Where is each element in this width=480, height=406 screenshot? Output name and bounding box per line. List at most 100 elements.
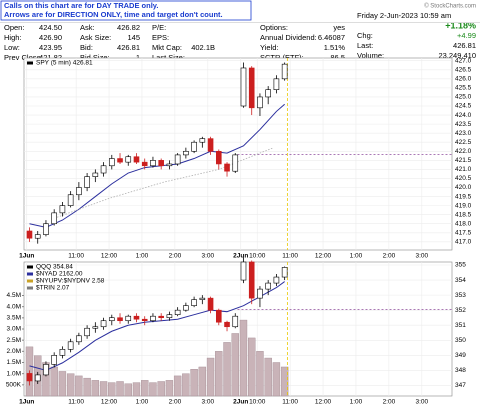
quote-value: 23,249,410 [438, 51, 476, 60]
candle-body [273, 78, 280, 90]
volume-bar [124, 383, 132, 397]
field-label: Prev Close: [4, 53, 43, 62]
y-tick-label: 349 [455, 352, 466, 359]
volume-bar [149, 382, 157, 397]
legend-entry: $TRIN 2.07 [36, 285, 70, 292]
y-tick-label: 424.0 [455, 112, 472, 119]
volume-bar [83, 377, 91, 397]
note-line: Arrows are for DIRECTION ONLY, time and … [4, 10, 223, 19]
legend-entry: $NYAD 2162.00 [36, 271, 83, 278]
y2-tick-label: 4.5M [7, 292, 21, 299]
field-value: 145 [127, 33, 140, 42]
field-label: EPS: [152, 33, 169, 42]
y-tick-label: 421.5 [455, 157, 472, 164]
field-value: 426.90 [39, 33, 62, 42]
copyright: © StockCharts.com [424, 3, 476, 10]
x-tick-label: 1Jun [19, 253, 34, 260]
x-tick-label: 3:00 [201, 253, 214, 260]
quote-label: Chg: [357, 31, 373, 40]
y2-tick-label: 3.5M [7, 315, 21, 322]
candle-body [199, 138, 206, 143]
candle-body [174, 154, 181, 165]
candle-body [183, 150, 189, 156]
volume-bar [91, 380, 100, 397]
field-label: SCTR (ETF): [260, 53, 304, 62]
x-tick-label: 12:00 [101, 399, 118, 406]
candle-body [117, 158, 123, 163]
volume-bar [75, 375, 83, 397]
candle-body [265, 282, 271, 290]
field-value: yes [333, 23, 345, 32]
y2-tick-label: 2.5M [7, 337, 21, 344]
field-label: Open: [4, 23, 24, 32]
candle-body [43, 364, 49, 376]
field-label: Mkt Cap: [152, 43, 182, 52]
y2-tick-label: 1.0M [7, 370, 21, 377]
y-tick-label: 423.5 [455, 121, 472, 128]
candle-body [141, 318, 148, 322]
candle-body [240, 261, 247, 281]
candle-body [158, 315, 164, 319]
candle-body [125, 315, 132, 322]
field-value: 421.82 [39, 53, 62, 62]
candle-body [108, 317, 115, 322]
volume-bar [231, 333, 239, 397]
field-label: Bid: [80, 43, 93, 52]
candle-body [224, 163, 230, 172]
candle-body [26, 230, 33, 239]
x-tick-label: 2:00 [169, 399, 182, 406]
volume-bar [215, 351, 223, 397]
volume-bar [165, 380, 174, 397]
candle-body [174, 309, 181, 315]
separator [0, 22, 480, 23]
y-tick-label: 422.0 [455, 148, 472, 155]
candle-body [59, 349, 66, 356]
candle-body [207, 297, 214, 311]
field-value: 402.1B [191, 43, 215, 52]
x-tick-label: 3:00 [201, 399, 214, 406]
candle-body [281, 63, 288, 80]
quote-label: Volume: [357, 51, 384, 60]
x-tick-label: 1:00 [350, 253, 363, 260]
y-tick-label: 347 [455, 382, 466, 389]
candle-body [257, 288, 263, 299]
y2-tick-label: 2.0M [7, 348, 21, 355]
candle-body [232, 154, 239, 172]
candle-body [199, 297, 206, 300]
y-tick-label: 354 [455, 277, 466, 284]
field-label: Options: [260, 23, 288, 32]
x-tick-label: 12:00 [101, 253, 118, 260]
candle-body [100, 320, 107, 328]
candle-body [191, 141, 197, 152]
candle-body [257, 96, 263, 109]
volume-bar [239, 319, 248, 397]
candle-body [133, 156, 140, 163]
legend-swatch [27, 272, 33, 276]
y-tick-label: 351 [455, 322, 466, 329]
y-tick-label: 422.5 [455, 139, 472, 146]
field-label: Annual Dividend: [260, 33, 317, 42]
y2-tick-label: 500K [6, 382, 22, 389]
volume-bar [173, 375, 182, 397]
candle-body [92, 172, 99, 177]
candle-body [76, 187, 82, 196]
x-tick-label: 10:00 [249, 399, 266, 406]
y-tick-label: 352 [455, 307, 466, 314]
candle-body [183, 305, 189, 311]
volume-bar [248, 337, 256, 397]
field-value: 426.81 [117, 43, 140, 52]
x-tick-label: 11:00 [282, 399, 298, 406]
candle-body [67, 341, 74, 350]
legend-swatch [27, 286, 33, 290]
x-tick-label: 12:00 [315, 399, 332, 406]
candle-body [240, 67, 247, 107]
candle-body [232, 315, 239, 328]
volume-bar [182, 373, 190, 397]
x-tick-label: 11:00 [282, 253, 298, 260]
candle-body [207, 138, 214, 152]
plot-frame [23, 57, 453, 251]
candle-body [84, 327, 90, 337]
candle-body [100, 165, 107, 174]
candle-body [43, 223, 49, 235]
